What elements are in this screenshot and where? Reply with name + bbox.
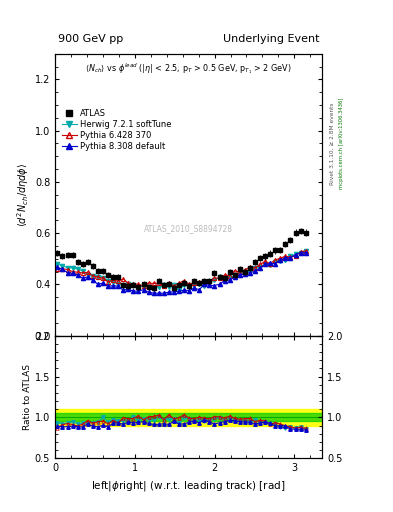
Legend: ATLAS, Herwig 7.2.1 softTune, Pythia 6.428 370, Pythia 8.308 default: ATLAS, Herwig 7.2.1 softTune, Pythia 6.4… [62,109,172,151]
Text: ATLAS_2010_S8894728: ATLAS_2010_S8894728 [144,224,233,233]
Y-axis label: Ratio to ATLAS: Ratio to ATLAS [23,364,32,430]
Text: Rivet 3.1.10, ≥ 2.8M events: Rivet 3.1.10, ≥ 2.8M events [330,102,334,185]
Bar [55,409,322,425]
Y-axis label: $\langle d^2 N_{ch}/d\eta d\phi \rangle$: $\langle d^2 N_{ch}/d\eta d\phi \rangle$ [15,163,31,227]
X-axis label: left|$\phi$right| (w.r.t. leading track) [rad]: left|$\phi$right| (w.r.t. leading track)… [92,479,286,493]
Text: Underlying Event: Underlying Event [223,34,320,44]
Text: mcplots.cern.ch [arXiv:1306.3436]: mcplots.cern.ch [arXiv:1306.3436] [340,98,344,189]
Bar [55,413,322,421]
Text: 900 GeV pp: 900 GeV pp [58,34,123,44]
Text: $\langle N_{ch}\rangle$ vs $\phi^{lead}$ (|$\eta$| < 2.5, p$_T$ > 0.5 GeV, p$_{T: $\langle N_{ch}\rangle$ vs $\phi^{lead}$… [85,61,292,76]
